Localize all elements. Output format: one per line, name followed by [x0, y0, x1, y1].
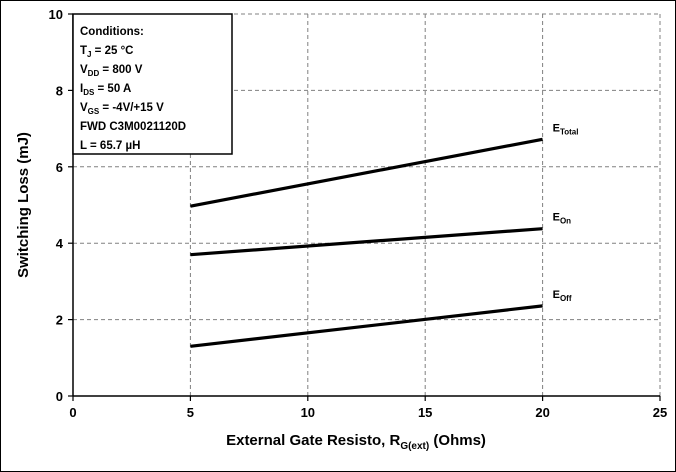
x-axis-title-main: External Gate Resisto, R [226, 432, 400, 449]
condition-line: VGS = -4V/+15 V [80, 102, 164, 116]
y-tick-label: 0 [56, 389, 63, 404]
x-axis-title-sub: G(ext) [400, 441, 429, 452]
y-axis-title: Switching Loss (mJ) [15, 132, 32, 278]
series-label-total: ETotal [553, 122, 579, 136]
y-tick-label: 2 [56, 313, 63, 328]
y-tick-label: 4 [56, 236, 64, 251]
series-lines [190, 137, 543, 348]
x-tick-label: 15 [418, 405, 432, 420]
conditions-box-border [72, 13, 233, 155]
series-label-on: EOn [553, 212, 572, 226]
condition-line: TJ = 25 °C [80, 45, 133, 59]
x-tick-label: 5 [187, 405, 194, 420]
series-line-on [190, 227, 543, 257]
series-line-off [190, 304, 543, 348]
y-tick-label: 8 [56, 83, 63, 98]
condition-line: Conditions: [80, 26, 144, 38]
x-axis-title: External Gate Resisto, RG(ext) (Ohms) [226, 432, 486, 452]
series-labels: ETotal EOn EOff [553, 122, 579, 303]
x-tick-label: 0 [69, 405, 76, 420]
y-tick-label: 6 [56, 160, 63, 175]
series-line-total [190, 137, 543, 208]
condition-line: IDS = 50 A [80, 83, 131, 97]
series-label-off: EOff [553, 289, 572, 303]
x-tick-label: 10 [301, 405, 315, 420]
condition-line: FWD C3M0021120D [80, 121, 186, 133]
tick-labels: 0 5 10 15 20 25 0 2 4 6 8 10 [49, 7, 668, 420]
condition-line: VDD = 800 V [80, 64, 143, 78]
y-tick-label: 10 [49, 7, 63, 22]
x-tick-label: 20 [535, 405, 549, 420]
condition-line: L = 65.7 µH [80, 140, 140, 152]
x-axis-title-tail: (Ohms) [429, 432, 486, 449]
conditions-lines: Conditions: TJ = 25 °C VDD = 800 V IDS = 50… [80, 26, 186, 152]
conditions-box: Conditions: TJ = 25 °C VDD = 800 V IDS = 50… [72, 13, 233, 155]
x-tick-label: 25 [653, 405, 667, 420]
